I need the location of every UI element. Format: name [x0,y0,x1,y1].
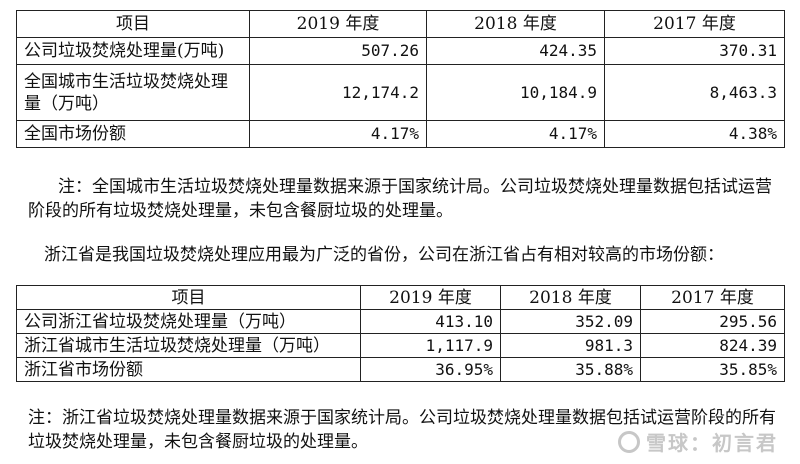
table-row: 全国城市生活垃圾焚烧处理量（万吨） 12,174.2 10,184.9 8,46… [16,64,785,121]
table-row: 公司垃圾焚烧处理量(万吨) 507.26 424.35 370.31 [16,37,785,65]
cell-2017: 35.85% [640,357,785,382]
cell-2019: 507.26 [249,37,427,65]
column-header: 项目 [16,285,361,310]
cell-2019: 12,174.2 [249,64,427,121]
row-label: 全国城市生活垃圾焚烧处理量（万吨） [16,64,250,121]
cell-2018: 424.35 [426,37,605,65]
snowball-watermark: 雪球：初言君 [618,427,778,456]
table1-footnote: 注：全国城市生活垃圾焚烧处理量数据来源于国家统计局。公司垃圾焚烧处理量数据包括试… [28,177,772,221]
row-label: 全国市场份额 [16,120,250,148]
row-label: 浙江省市场份额 [16,357,361,382]
column-header: 2019 年度 [360,285,501,310]
cell-2018: 35.88% [500,357,641,382]
column-header: 项目 [16,10,250,38]
table-row: 浙江省城市生活垃圾焚烧处理量（万吨） 1,117.9 981.3 824.39 [16,333,785,358]
cell-2018: 352.09 [500,309,641,334]
cell-2018: 981.3 [500,333,641,358]
snowball-logo-icon [618,430,640,453]
national-market-share-table: 项目 2019 年度 2018 年度 2017 年度 公司垃圾焚烧处理量(万吨)… [16,10,785,148]
table-header-row: 项目 2019 年度 2018 年度 2017 年度 [16,10,785,38]
watermark-text: 雪球：初言君 [646,431,778,455]
cell-2019: 1,117.9 [360,333,501,358]
cell-2019: 4.17% [249,120,427,148]
row-label: 公司垃圾焚烧处理量(万吨) [16,37,250,65]
column-header: 2018 年度 [426,10,605,38]
cell-2019: 36.95% [360,357,501,382]
cell-2018: 4.17% [426,120,605,148]
row-label: 公司浙江省垃圾焚烧处理量（万吨） [16,309,361,334]
table-row: 浙江省市场份额 36.95% 35.88% 35.85% [16,357,785,382]
cell-2017: 824.39 [640,333,785,358]
zhejiang-intro-paragraph: 浙江省是我国垃圾焚烧处理应用最为广泛的省份，公司在浙江省占有相对较高的市场份额： [44,245,724,265]
column-header: 2018 年度 [500,285,641,310]
row-label: 浙江省城市生活垃圾焚烧处理量（万吨） [16,333,361,358]
cell-2017: 8,463.3 [604,64,785,121]
table2-footnote: 注：浙江省垃圾焚烧处理量数据来源于国家统计局。公司垃圾焚烧处理量数据包括试运营阶… [28,408,776,452]
cell-2017: 370.31 [604,37,785,65]
table-header-row: 项目 2019 年度 2018 年度 2017 年度 [16,285,785,310]
table-row: 公司浙江省垃圾焚烧处理量（万吨） 413.10 352.09 295.56 [16,309,785,334]
table-row: 全国市场份额 4.17% 4.17% 4.38% [16,120,785,148]
column-header: 2017 年度 [640,285,785,310]
cell-2017: 4.38% [604,120,785,148]
column-header: 2017 年度 [604,10,785,38]
column-header: 2019 年度 [249,10,427,38]
cell-2018: 10,184.9 [426,64,605,121]
cell-2017: 295.56 [640,309,785,334]
zhejiang-market-share-table: 项目 2019 年度 2018 年度 2017 年度 公司浙江省垃圾焚烧处理量（… [16,285,785,382]
cell-2019: 413.10 [360,309,501,334]
